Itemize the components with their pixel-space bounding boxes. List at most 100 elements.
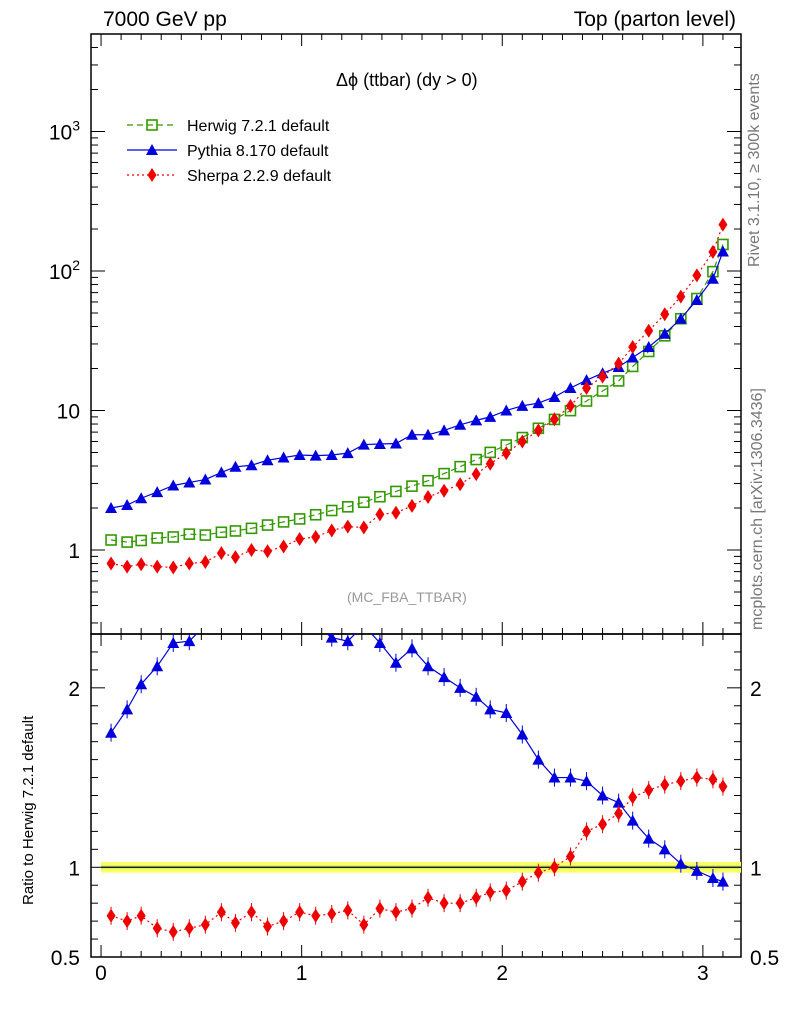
ratio-y-tick-label-right: 0.5: [750, 947, 779, 970]
data-point: [455, 896, 465, 911]
data-point: [485, 885, 495, 900]
data-point: [343, 903, 353, 918]
data-point: [471, 890, 481, 905]
data-point: [294, 614, 306, 625]
data-point: [439, 483, 449, 498]
data-point: [230, 550, 240, 565]
data-point: [200, 555, 210, 570]
data-point: [485, 456, 495, 471]
data-point: [245, 592, 257, 603]
data-point: [706, 872, 719, 884]
data-point: [516, 399, 529, 411]
data-point: [151, 660, 164, 672]
data-point: [628, 340, 638, 355]
data-point: [438, 467, 450, 480]
data-point: [357, 438, 370, 450]
data-point: [692, 770, 702, 785]
data-point: [216, 546, 226, 561]
data-point: [215, 466, 228, 478]
data-point: [293, 513, 306, 525]
data-point: [548, 771, 561, 783]
data-point: [261, 519, 274, 531]
legend-label: Pythia 8.170 default: [187, 143, 329, 160]
data-point: [708, 244, 718, 259]
data-point: [580, 374, 593, 386]
data-point: [626, 351, 639, 363]
data-point: [245, 522, 258, 535]
data-point: [135, 678, 148, 690]
data-point: [152, 921, 162, 936]
data-point: [455, 477, 465, 492]
data-point: [167, 636, 180, 648]
mcplots-label: mcplots.cern.ch [arXiv:1306.3436]: [749, 388, 766, 630]
data-point: [358, 496, 370, 509]
data-point: [121, 536, 133, 548]
data-point: [612, 796, 625, 808]
data-point: [706, 272, 719, 284]
data-point: [389, 656, 402, 668]
data-point: [532, 397, 545, 409]
data-point: [471, 467, 481, 482]
data-point: [389, 437, 402, 449]
data-point: [405, 642, 418, 654]
data-point: [375, 901, 385, 916]
data-point: [135, 534, 147, 547]
data-point: [660, 777, 670, 792]
ratio-series-filled-triangle: [105, 592, 729, 891]
data-point: [341, 501, 354, 513]
data-point: [644, 783, 654, 798]
data-point: [614, 356, 624, 371]
data-point: [548, 390, 561, 402]
ratio-y-axis-label: Ratio to Herwig 7.2.1 default: [20, 715, 37, 905]
data-point: [582, 380, 592, 395]
data-point: [147, 168, 157, 182]
data-point: [423, 489, 433, 504]
data-point: [183, 528, 196, 540]
data-point: [470, 414, 483, 426]
ratio-y-tick-label: 0.5: [51, 947, 80, 970]
data-point: [279, 539, 289, 554]
data-point: [325, 448, 338, 460]
data-point: [373, 438, 386, 450]
data-point: [484, 703, 497, 715]
data-point: [454, 460, 466, 473]
data-point: [183, 476, 196, 488]
ratio-y-tick-label-right: 1: [750, 857, 762, 880]
plot-title: Δϕ (ttbar) (dy > 0): [336, 70, 478, 90]
data-point: [295, 905, 305, 920]
ratio-series-line: [110, 776, 724, 933]
data-point: [135, 492, 148, 504]
data-point: [470, 453, 482, 466]
data-point: [167, 531, 180, 543]
data-point: [612, 375, 625, 387]
rivet-label: Rivet 3.1.10, ≥ 300k events: [746, 73, 763, 267]
data-point: [658, 843, 671, 855]
data-point: [106, 908, 116, 923]
data-point: [517, 874, 527, 889]
y-tick-label: 10: [57, 401, 80, 424]
data-point: [676, 289, 686, 304]
ratio-y-tick-label: 1: [68, 857, 80, 880]
data-point: [311, 908, 321, 923]
data-point: [598, 369, 608, 384]
data-point: [391, 905, 401, 920]
ratio-y-tick-label-right: 2: [750, 678, 762, 701]
series-open-square: [105, 238, 729, 548]
data-series: [105, 217, 729, 941]
data-point: [565, 849, 575, 864]
data-point: [122, 914, 132, 929]
data-point: [309, 508, 322, 521]
data-point: [122, 559, 132, 574]
data-point: [564, 771, 577, 783]
data-point: [327, 523, 337, 538]
data-point: [716, 875, 729, 887]
data-point: [183, 635, 196, 647]
x-tick-label: 1: [296, 962, 308, 985]
data-point: [359, 917, 369, 932]
series-line: [110, 244, 724, 543]
data-point: [565, 398, 575, 413]
data-point: [230, 915, 240, 930]
data-point: [716, 245, 729, 257]
data-point: [422, 428, 435, 440]
